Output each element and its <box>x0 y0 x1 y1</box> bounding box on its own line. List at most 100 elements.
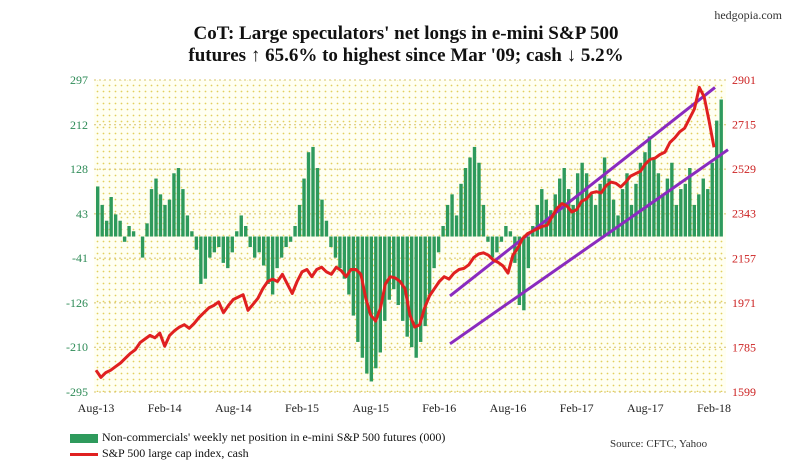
bar <box>526 236 531 269</box>
bar <box>522 236 526 311</box>
bar <box>302 178 306 237</box>
x-axis-tick-label: Feb-16 <box>422 401 456 415</box>
bar <box>517 236 522 306</box>
bar <box>706 189 710 237</box>
bar <box>306 152 311 237</box>
legend-label-bars: Non-commercials' weekly net position in … <box>102 430 446 444</box>
x-axis-tick-label: Aug-14 <box>215 401 252 415</box>
bar <box>122 236 127 242</box>
bar <box>508 231 513 237</box>
bar <box>427 236 432 295</box>
watermark: hedgopia.com <box>714 8 782 22</box>
bar <box>212 236 217 253</box>
bar <box>320 199 324 237</box>
legend-label-line: S&P 500 large cap index, cash <box>102 446 249 460</box>
left-axis-tick-label: 297 <box>70 73 88 87</box>
bar <box>194 236 199 250</box>
bar <box>275 236 279 269</box>
bar <box>423 236 427 327</box>
bar <box>697 194 701 237</box>
bar <box>688 168 692 237</box>
bar <box>329 236 333 248</box>
bar <box>360 236 365 358</box>
bar <box>450 194 454 237</box>
bar <box>230 236 234 253</box>
bar <box>253 236 257 258</box>
bar <box>257 236 261 253</box>
right-axis-tick-label: 1785 <box>732 340 756 354</box>
legend-item-line: S&P 500 large cap index, cash <box>70 446 249 461</box>
bar <box>342 236 347 279</box>
right-axis-tick-label: 2157 <box>732 251 756 265</box>
right-axis-tick-label: 2715 <box>732 118 756 132</box>
bar <box>351 236 356 316</box>
bar <box>167 199 172 237</box>
bar <box>203 236 208 279</box>
bar <box>405 236 409 337</box>
left-axis-tick-label: 128 <box>70 162 88 176</box>
bar <box>445 204 450 237</box>
bar <box>593 204 598 237</box>
bar <box>113 214 118 237</box>
bar <box>149 189 154 237</box>
bar <box>410 236 414 348</box>
bar <box>432 236 436 269</box>
bar <box>315 168 320 237</box>
right-axis-tick-label: 1599 <box>732 385 756 399</box>
bar <box>481 204 486 237</box>
bar <box>100 204 104 237</box>
bar <box>607 178 611 237</box>
bar <box>719 99 723 237</box>
left-axis-tick-label: -295 <box>66 385 88 399</box>
chart-title-line-2: futures ↑ 65.6% to highest since Mar '09… <box>188 45 624 66</box>
left-axis-tick-label: 43 <box>76 207 88 221</box>
bar <box>472 146 477 237</box>
bar <box>477 162 481 237</box>
bar <box>535 204 539 237</box>
bar <box>248 236 252 248</box>
bar <box>226 236 230 269</box>
right-axis-tick-label: 2343 <box>732 207 756 221</box>
bar <box>589 194 593 237</box>
bar <box>418 236 423 342</box>
bar <box>715 120 719 237</box>
bar <box>634 183 638 237</box>
bar <box>683 183 688 237</box>
bar <box>131 231 136 237</box>
bar <box>369 236 374 382</box>
bar <box>270 236 275 295</box>
bar <box>235 231 239 237</box>
bar <box>611 199 616 237</box>
bar <box>414 236 418 358</box>
right-axis-tick-label: 2529 <box>732 162 756 176</box>
bar <box>383 236 387 321</box>
bar <box>656 173 661 237</box>
bar <box>217 236 221 248</box>
right-axis-tick-label: 2901 <box>732 73 756 87</box>
bar <box>356 236 360 342</box>
bar <box>544 199 548 237</box>
bar <box>145 223 149 237</box>
bar <box>643 152 647 237</box>
bar <box>221 236 225 263</box>
bar <box>701 178 705 237</box>
x-axis-tick-label: Aug-13 <box>78 401 115 415</box>
bar <box>387 236 391 300</box>
bar <box>638 162 643 237</box>
x-axis-tick-label: Feb-17 <box>560 401 594 415</box>
trend-channel-line <box>449 148 729 346</box>
x-axis-tick-label: Aug-17 <box>627 401 664 415</box>
x-axis-tick-label: Feb-14 <box>148 401 182 415</box>
legend-swatch-bars <box>70 433 98 443</box>
chart-title-line-1: CoT: Large speculators' net longs in e-m… <box>193 23 619 44</box>
bar <box>374 236 378 369</box>
bar <box>392 236 396 290</box>
bar <box>463 168 468 237</box>
bar <box>333 236 338 258</box>
bar <box>454 215 459 237</box>
bar <box>504 225 508 237</box>
bar <box>495 236 499 253</box>
bar <box>584 173 589 237</box>
bar <box>172 173 176 237</box>
